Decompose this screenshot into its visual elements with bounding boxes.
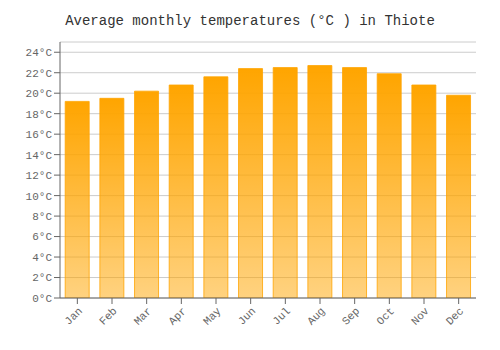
- svg-text:10°C: 10°C: [26, 191, 53, 203]
- svg-text:14°C: 14°C: [26, 150, 53, 162]
- html-text:Average monthly temperatures (: Average monthly temperatures (°C ) in Th…: [65, 13, 435, 29]
- svg-text:Aug: Aug: [305, 305, 327, 327]
- svg-text:Feb: Feb: [97, 305, 119, 327]
- svg-text:12°C: 12°C: [26, 170, 53, 182]
- svg-text:Jul: Jul: [270, 305, 292, 327]
- svg-text:Jun: Jun: [236, 305, 258, 327]
- svg-text:0°C: 0°C: [32, 293, 52, 305]
- svg-text:18°C: 18°C: [26, 109, 53, 121]
- svg-text:Oct: Oct: [374, 305, 396, 327]
- svg-text:16°C: 16°C: [26, 129, 53, 141]
- svg-text:Nov: Nov: [409, 305, 432, 328]
- svg-text:20°C: 20°C: [26, 88, 53, 100]
- svg-text:4°C: 4°C: [32, 252, 52, 264]
- svg-text:2°C: 2°C: [32, 272, 52, 284]
- svg-text:Sep: Sep: [340, 305, 362, 327]
- svg-text:Apr: Apr: [166, 305, 188, 327]
- svg-text:May: May: [201, 305, 224, 328]
- svg-text:Dec: Dec: [444, 305, 466, 327]
- svg-text:22°C: 22°C: [26, 68, 53, 80]
- svg-text:6°C: 6°C: [32, 231, 52, 243]
- svg-text:Jan: Jan: [62, 305, 84, 327]
- svg-text:8°C: 8°C: [32, 211, 52, 223]
- svg-text:Mar: Mar: [132, 305, 154, 327]
- svg-text:24°C: 24°C: [26, 47, 53, 59]
